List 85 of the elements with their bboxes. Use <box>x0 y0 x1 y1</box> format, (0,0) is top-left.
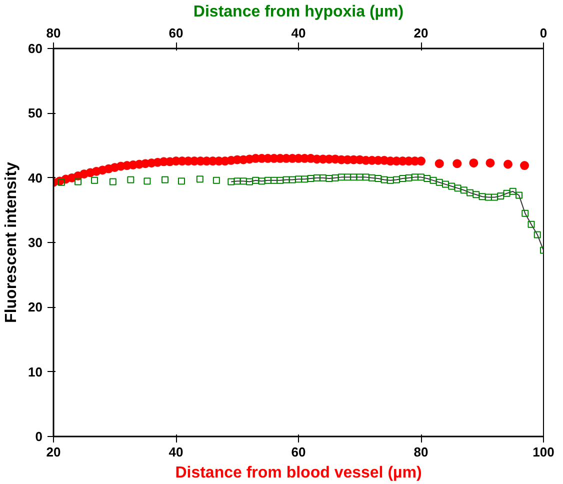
x2-tick-label: 60 <box>168 26 184 40</box>
point <box>264 176 272 184</box>
point <box>240 178 247 185</box>
point <box>448 182 456 190</box>
point <box>178 178 186 185</box>
point <box>434 159 444 168</box>
point <box>503 190 510 197</box>
point <box>472 191 480 198</box>
y-tick-label: 20 <box>28 300 43 315</box>
point <box>497 192 504 200</box>
point <box>503 160 512 169</box>
point <box>326 174 333 182</box>
y-tick-label: 10 <box>28 364 43 380</box>
x2-axis-title: Distance from hypoxia (µm) <box>193 4 404 20</box>
point <box>282 176 290 184</box>
point <box>338 174 345 181</box>
point <box>374 174 382 182</box>
point <box>258 178 266 185</box>
point <box>161 176 168 184</box>
point <box>246 178 253 186</box>
x2-tick-label: 20 <box>414 26 428 40</box>
x-axis-title: Distance from blood vessel (µm) <box>175 464 422 482</box>
point <box>144 178 151 185</box>
point <box>252 176 260 184</box>
point <box>362 174 370 181</box>
x-tick-label: 40 <box>168 444 184 460</box>
point <box>196 176 204 183</box>
point <box>534 231 541 238</box>
point <box>313 174 320 182</box>
point <box>478 193 486 200</box>
point <box>344 174 351 181</box>
point <box>486 158 495 168</box>
point <box>234 178 241 185</box>
x2-tick-label: 40 <box>291 26 306 40</box>
point <box>452 159 462 168</box>
point <box>454 184 462 192</box>
point <box>460 186 468 194</box>
y-axis-title: Fluorescent intensity <box>3 162 20 323</box>
point <box>424 174 431 182</box>
point <box>288 176 296 184</box>
point <box>516 192 522 199</box>
y-tick-label: 40 <box>28 170 43 186</box>
x-tick-label: 100 <box>532 444 554 460</box>
point <box>393 176 400 184</box>
point <box>228 178 235 186</box>
x-tick-label: 60 <box>291 444 306 460</box>
point <box>380 176 388 184</box>
point <box>295 176 302 183</box>
point <box>528 220 535 228</box>
point <box>411 174 418 181</box>
point <box>436 178 443 186</box>
point <box>307 174 314 182</box>
point <box>520 161 530 170</box>
point <box>356 174 364 181</box>
point <box>127 176 134 184</box>
point <box>332 174 339 182</box>
y-tick-label: 30 <box>28 235 43 250</box>
point <box>442 180 449 188</box>
point <box>276 176 284 184</box>
point <box>109 178 116 186</box>
point <box>491 194 498 201</box>
y-tick-label: 50 <box>28 106 43 121</box>
x-tick-label: 20 <box>46 444 61 460</box>
y-tick-label: 60 <box>28 41 43 56</box>
point <box>466 189 474 196</box>
point <box>350 174 358 181</box>
point <box>522 210 529 217</box>
point <box>484 194 492 201</box>
y-tick-label: 0 <box>35 429 43 444</box>
point <box>469 158 478 168</box>
point <box>368 174 376 182</box>
x-tick-label: 80 <box>414 444 428 460</box>
point <box>399 174 406 182</box>
point <box>91 176 98 184</box>
point <box>405 174 412 182</box>
point <box>270 176 278 184</box>
point <box>212 176 220 184</box>
point <box>386 176 394 184</box>
point <box>418 174 424 181</box>
x2-tick-label: 80 <box>46 26 61 40</box>
point <box>301 176 308 183</box>
point <box>430 176 437 184</box>
point <box>509 188 516 195</box>
point <box>320 174 326 182</box>
x2-tick-label: 0 <box>540 26 548 40</box>
